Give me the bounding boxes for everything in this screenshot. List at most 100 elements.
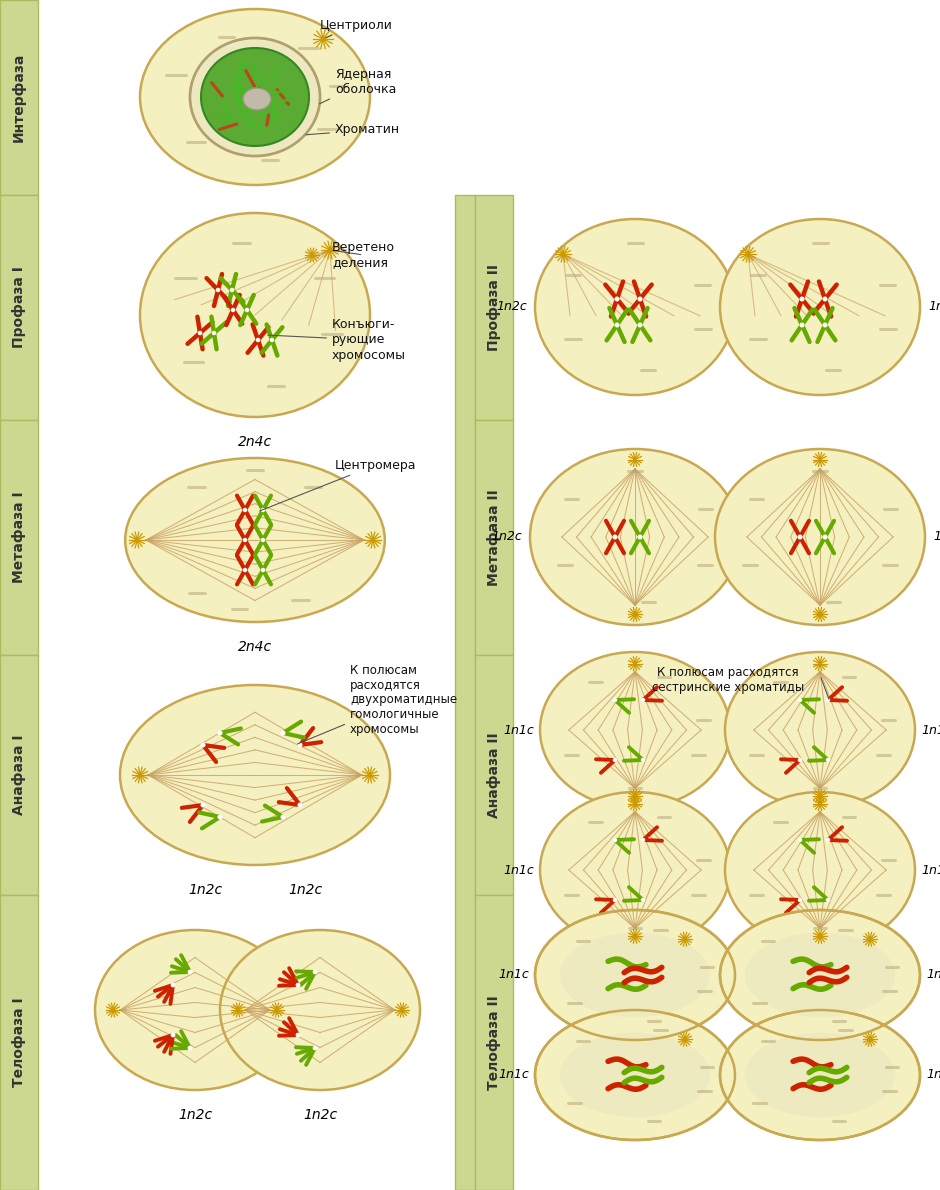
Circle shape <box>296 983 300 988</box>
Circle shape <box>260 538 265 543</box>
Text: 1n2c: 1n2c <box>288 883 322 897</box>
Bar <box>475 654 513 895</box>
Text: 1n1c: 1n1c <box>503 864 534 877</box>
Circle shape <box>280 731 286 735</box>
Ellipse shape <box>720 910 920 1040</box>
Ellipse shape <box>535 1010 735 1140</box>
Text: 1n1c: 1n1c <box>926 969 940 982</box>
Circle shape <box>819 458 822 461</box>
Circle shape <box>825 838 830 843</box>
Circle shape <box>613 838 618 843</box>
Text: 1n2c: 1n2c <box>928 301 940 313</box>
Circle shape <box>825 897 830 902</box>
Ellipse shape <box>140 213 370 416</box>
Ellipse shape <box>201 48 309 146</box>
Circle shape <box>275 1008 278 1012</box>
Circle shape <box>634 802 636 806</box>
Text: 1n1c: 1n1c <box>921 724 940 737</box>
Circle shape <box>256 338 260 343</box>
Circle shape <box>217 731 223 735</box>
Text: Телофаза I: Телофаза I <box>12 997 26 1088</box>
Bar <box>475 895 513 1190</box>
Ellipse shape <box>540 793 730 948</box>
Ellipse shape <box>95 931 295 1090</box>
Ellipse shape <box>125 458 384 622</box>
Circle shape <box>683 1038 686 1041</box>
Circle shape <box>637 296 643 301</box>
Circle shape <box>613 897 618 902</box>
Circle shape <box>561 252 565 256</box>
Circle shape <box>822 296 827 301</box>
Circle shape <box>328 248 332 252</box>
Circle shape <box>637 322 643 327</box>
Circle shape <box>400 1008 403 1012</box>
Circle shape <box>310 253 314 257</box>
Circle shape <box>822 534 827 539</box>
Text: 1n1c: 1n1c <box>498 969 529 982</box>
Circle shape <box>641 897 645 902</box>
Circle shape <box>641 838 645 843</box>
Circle shape <box>634 613 636 616</box>
Ellipse shape <box>725 652 915 808</box>
Circle shape <box>637 534 643 539</box>
Ellipse shape <box>120 685 390 865</box>
Text: Веретено
деления: Веретено деления <box>332 242 395 269</box>
Circle shape <box>280 814 286 820</box>
Text: Хроматин: Хроматин <box>306 124 400 137</box>
Circle shape <box>797 534 803 539</box>
Text: Телофаза II: Телофаза II <box>487 995 501 1090</box>
Circle shape <box>297 802 303 808</box>
Circle shape <box>171 1033 175 1038</box>
Text: Метафаза I: Метафаза I <box>12 491 26 583</box>
Circle shape <box>634 662 636 665</box>
Circle shape <box>171 983 175 988</box>
Circle shape <box>197 331 202 336</box>
Circle shape <box>641 758 645 763</box>
Circle shape <box>188 970 193 975</box>
Circle shape <box>613 758 618 763</box>
Circle shape <box>798 697 802 702</box>
Circle shape <box>798 838 802 843</box>
Circle shape <box>615 322 619 327</box>
Bar <box>475 195 513 420</box>
Ellipse shape <box>530 449 740 625</box>
Circle shape <box>313 1046 317 1051</box>
Bar <box>0 195 38 420</box>
Circle shape <box>171 983 175 988</box>
Text: Конъюги-
рующие
хромосомы: Конъюги- рующие хромосомы <box>268 319 406 362</box>
Ellipse shape <box>720 219 920 395</box>
Circle shape <box>634 795 636 797</box>
Bar <box>475 420 513 654</box>
Circle shape <box>217 814 223 820</box>
Text: 1n1c: 1n1c <box>498 1069 529 1082</box>
Text: 2n4c: 2n4c <box>238 640 272 654</box>
Circle shape <box>683 938 686 941</box>
Text: Ядерная
оболочка: Ядерная оболочка <box>320 68 397 104</box>
Bar <box>0 420 38 654</box>
Circle shape <box>243 538 247 543</box>
Text: 1n2c: 1n2c <box>303 1108 337 1122</box>
Ellipse shape <box>535 910 735 1040</box>
Circle shape <box>634 458 636 461</box>
Circle shape <box>615 296 619 301</box>
Circle shape <box>819 662 822 665</box>
Text: К полюсам расходятся
сестринские хроматиды: К полюсам расходятся сестринские хромати… <box>651 666 804 694</box>
Ellipse shape <box>725 793 915 948</box>
Ellipse shape <box>220 931 420 1090</box>
Circle shape <box>296 983 300 988</box>
Circle shape <box>243 568 247 572</box>
Circle shape <box>200 802 206 808</box>
Ellipse shape <box>715 449 925 625</box>
Circle shape <box>296 1033 300 1038</box>
Circle shape <box>313 1046 317 1051</box>
Circle shape <box>244 308 249 312</box>
Circle shape <box>138 774 142 777</box>
Circle shape <box>746 252 750 256</box>
Circle shape <box>634 935 636 938</box>
Circle shape <box>200 743 206 747</box>
Text: Центромера: Центромера <box>259 458 416 511</box>
Circle shape <box>825 758 830 763</box>
Ellipse shape <box>192 40 318 154</box>
Circle shape <box>260 508 265 512</box>
Text: Профаза I: Профаза I <box>12 267 26 349</box>
